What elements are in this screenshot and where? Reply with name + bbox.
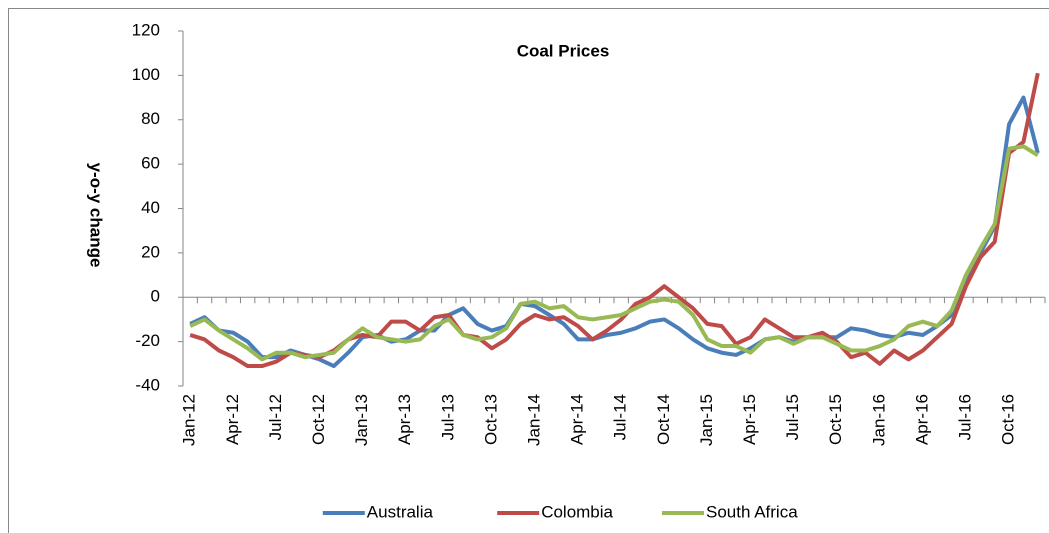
x-tick-label: Apr-15 bbox=[740, 394, 759, 445]
x-tick-label: Jul-14 bbox=[611, 394, 630, 440]
x-tick-label: Oct-15 bbox=[826, 394, 845, 445]
x-tick-label: Oct-16 bbox=[999, 394, 1018, 445]
x-tick-label: Jan-12 bbox=[180, 394, 199, 446]
x-tick-label: Jul-12 bbox=[266, 394, 285, 440]
y-tick-label: 20 bbox=[141, 242, 160, 261]
x-tick-label: Jan-13 bbox=[352, 394, 371, 446]
chart-title: Coal Prices bbox=[517, 41, 610, 60]
y-tick-label: 40 bbox=[141, 198, 160, 217]
y-tick-label: 0 bbox=[151, 287, 160, 306]
x-tick-label: Oct-14 bbox=[654, 394, 673, 445]
x-tick-label: Apr-14 bbox=[568, 394, 587, 445]
legend-label: Australia bbox=[367, 502, 434, 521]
x-tick-label: Jul-13 bbox=[438, 394, 457, 440]
x-tick-label: Oct-13 bbox=[481, 394, 500, 445]
x-tick-label: Jan-15 bbox=[697, 394, 716, 446]
y-tick-label: 60 bbox=[141, 154, 160, 173]
x-tick-label: Apr-13 bbox=[395, 394, 414, 445]
x-tick-label: Jan-14 bbox=[524, 394, 543, 446]
chart-border bbox=[8, 8, 1049, 533]
x-tick-label: Jul-16 bbox=[955, 394, 974, 440]
y-tick-label: 120 bbox=[132, 20, 160, 39]
x-tick-label: Jul-15 bbox=[783, 394, 802, 440]
y-tick-label: 80 bbox=[141, 109, 160, 128]
legend-label: Colombia bbox=[541, 502, 613, 521]
y-axis-label: y-o-y change bbox=[87, 163, 106, 268]
x-tick-label: Jan-16 bbox=[869, 394, 888, 446]
y-tick-label: -20 bbox=[135, 331, 160, 350]
y-tick-label: -40 bbox=[135, 375, 160, 394]
x-tick-label: Apr-16 bbox=[912, 394, 931, 445]
series-line bbox=[189, 72, 1040, 369]
y-tick-label: 100 bbox=[132, 65, 160, 84]
x-tick-label: Oct-12 bbox=[309, 394, 328, 445]
x-tick-label: Apr-12 bbox=[223, 394, 242, 445]
series-line bbox=[189, 144, 1039, 362]
legend-label: South Africa bbox=[706, 502, 798, 521]
